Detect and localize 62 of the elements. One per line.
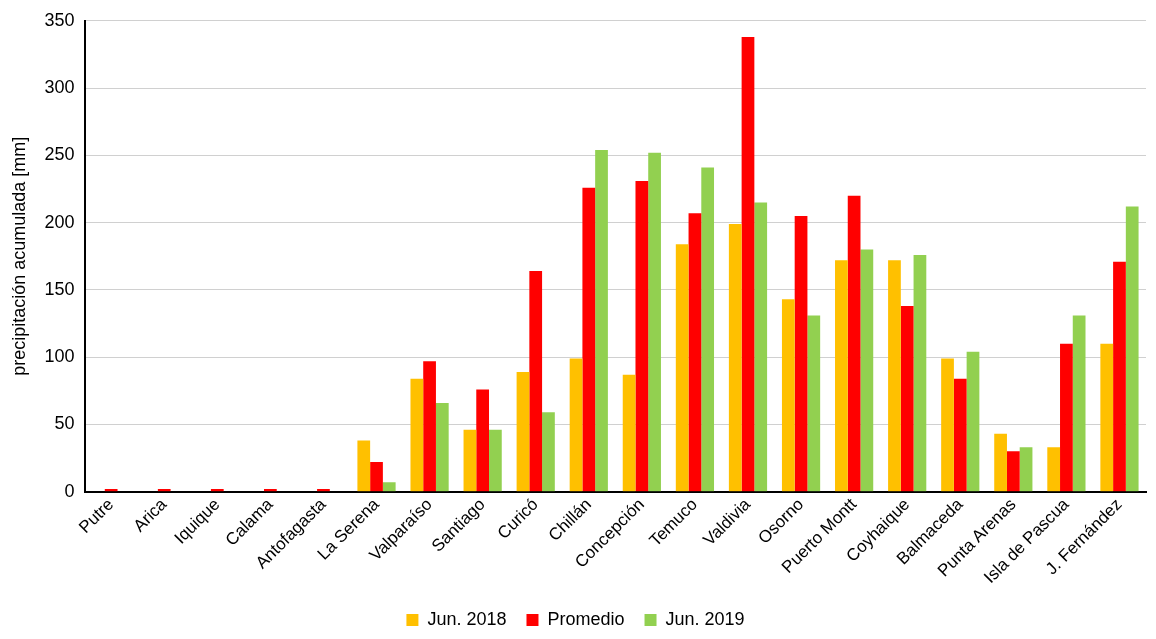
bar (781, 299, 795, 492)
bar (104, 489, 118, 492)
y-tick-label: 300 (44, 77, 75, 98)
legend-label: Jun. 2019 (665, 608, 745, 629)
legend-label: Promedio (547, 608, 625, 629)
bar (728, 223, 742, 492)
bar (595, 149, 608, 492)
bar (635, 180, 649, 492)
bar (1060, 343, 1073, 492)
bar (410, 378, 424, 492)
bar (1072, 315, 1086, 492)
bar (1113, 261, 1126, 492)
bar (357, 440, 371, 492)
bar (994, 433, 1007, 492)
bar (622, 374, 636, 492)
bar (900, 306, 914, 492)
bar (1047, 447, 1061, 492)
bar (754, 202, 768, 492)
y-axis-title: precipitación acumulada [mm] (8, 136, 29, 376)
bar (888, 260, 901, 492)
bar (1006, 451, 1020, 492)
bar (463, 429, 477, 492)
bar (370, 462, 383, 492)
y-tick-label: 350 (44, 9, 75, 30)
y-tick-label: 50 (54, 413, 75, 434)
bar (317, 489, 330, 492)
bar (688, 213, 702, 492)
bar (489, 429, 502, 492)
bar (210, 489, 224, 492)
y-tick-label: 250 (44, 144, 75, 165)
bar (382, 482, 396, 492)
bar (794, 215, 808, 492)
bar (966, 351, 980, 492)
bar (529, 271, 543, 492)
bar (675, 244, 689, 492)
legend-label: Jun. 2018 (427, 608, 507, 629)
bar (435, 402, 449, 492)
bar (648, 152, 661, 492)
bar (913, 254, 927, 492)
y-tick-label: 200 (44, 211, 75, 232)
bar (847, 195, 861, 492)
bar (741, 36, 755, 492)
y-tick-label: 0 (64, 480, 75, 501)
bar (941, 358, 954, 492)
bar (516, 371, 530, 492)
y-tick-label: 150 (44, 278, 75, 299)
bar (569, 358, 583, 492)
bar (1125, 206, 1139, 492)
bar (1100, 343, 1114, 492)
y-tick-label: 100 (44, 346, 75, 367)
bar (157, 489, 171, 492)
bar (701, 167, 715, 492)
bar (476, 389, 490, 492)
bar (582, 187, 596, 492)
bar (860, 249, 874, 492)
bar (1019, 447, 1033, 492)
bar (542, 412, 555, 492)
bar (423, 361, 436, 492)
bar (953, 378, 967, 492)
bar (807, 315, 821, 492)
bar (264, 489, 277, 492)
bar (835, 260, 848, 492)
